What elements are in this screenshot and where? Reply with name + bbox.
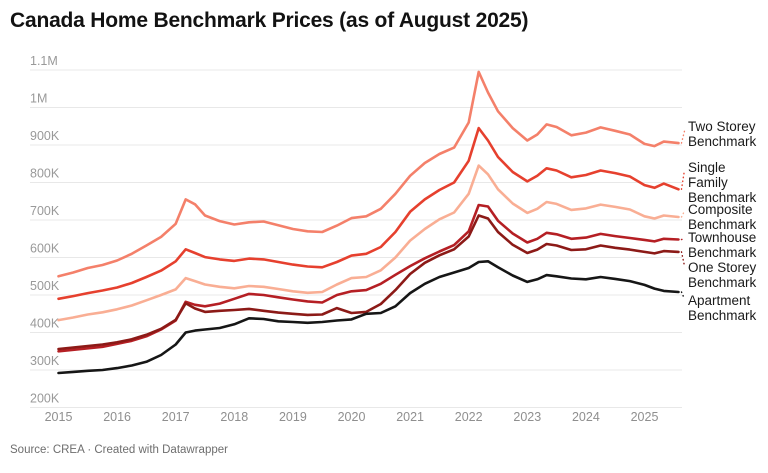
single-family-label-line: Single <box>688 160 726 175</box>
composite-label-line: Benchmark <box>688 217 757 232</box>
x-tick-label: 2017 <box>162 410 190 424</box>
apartment-label: Apartment Benchmark <box>688 293 757 323</box>
single-family-line <box>57 126 680 301</box>
y-tick-label: 200K <box>30 392 60 406</box>
y-tick-label: 700K <box>30 204 60 218</box>
x-tick-label: 2024 <box>572 410 600 424</box>
x-tick-label: 2020 <box>338 410 366 424</box>
two-storey-label-line: Two Storey <box>688 119 756 134</box>
single-family-label-line: Family <box>688 175 728 190</box>
x-tick-label: 2021 <box>396 410 424 424</box>
one-storey-label-line: Benchmark <box>688 275 757 290</box>
y-tick-label: 600K <box>30 242 60 256</box>
single-family-label: Single Family Benchmark <box>688 160 757 205</box>
x-tick-label: 2016 <box>103 410 131 424</box>
two-storey-line <box>57 70 680 278</box>
x-tick-label: 2015 <box>45 410 73 424</box>
one-storey-leader-line <box>680 251 686 267</box>
x-tick-label: 2025 <box>631 410 659 424</box>
townhouse-leader-line <box>680 238 686 241</box>
apartment-label-line: Apartment <box>688 293 751 308</box>
one-storey-label: One Storey Benchmark <box>688 260 757 290</box>
composite-line <box>57 164 680 322</box>
y-tick-label: 300K <box>30 354 60 368</box>
apartment-leader-line <box>680 291 686 300</box>
y-tick-label: 400K <box>30 317 60 331</box>
two-storey-leader-line <box>680 130 686 144</box>
apartment-line <box>57 259 680 375</box>
y-tick-label: 1M <box>30 92 47 106</box>
one-storey-label-line: One Storey <box>688 260 757 275</box>
one-storey-line <box>57 214 680 351</box>
single-family-label-line: Benchmark <box>688 190 757 205</box>
x-tick-label: 2018 <box>220 410 248 424</box>
composite-label-line: Composite <box>688 202 753 217</box>
x-tick-label: 2019 <box>279 410 307 424</box>
two-storey-label-line: Benchmark <box>688 134 757 149</box>
y-tick-label: 500K <box>30 279 60 293</box>
chart-title: Canada Home Benchmark Prices (as of Augu… <box>10 9 529 32</box>
apartment-label-line: Benchmark <box>688 308 757 323</box>
single-family-leader-line <box>680 169 686 190</box>
y-tick-label: 800K <box>30 167 60 181</box>
townhouse-label-line: Benchmark <box>688 245 757 260</box>
x-tick-label: 2023 <box>513 410 541 424</box>
y-tick-label: 1.1M <box>30 54 58 68</box>
two-storey-label: Two Storey Benchmark <box>688 119 757 149</box>
y-tick-label: 900K <box>30 129 60 143</box>
townhouse-label-line: Townhouse <box>688 230 756 245</box>
source-note: Source: CREA · Created with Datawrapper <box>10 444 228 456</box>
x-tick-label: 2022 <box>455 410 483 424</box>
townhouse-label: Townhouse Benchmark <box>688 230 757 260</box>
composite-leader-line <box>680 210 686 218</box>
composite-label: Composite Benchmark <box>688 202 757 232</box>
